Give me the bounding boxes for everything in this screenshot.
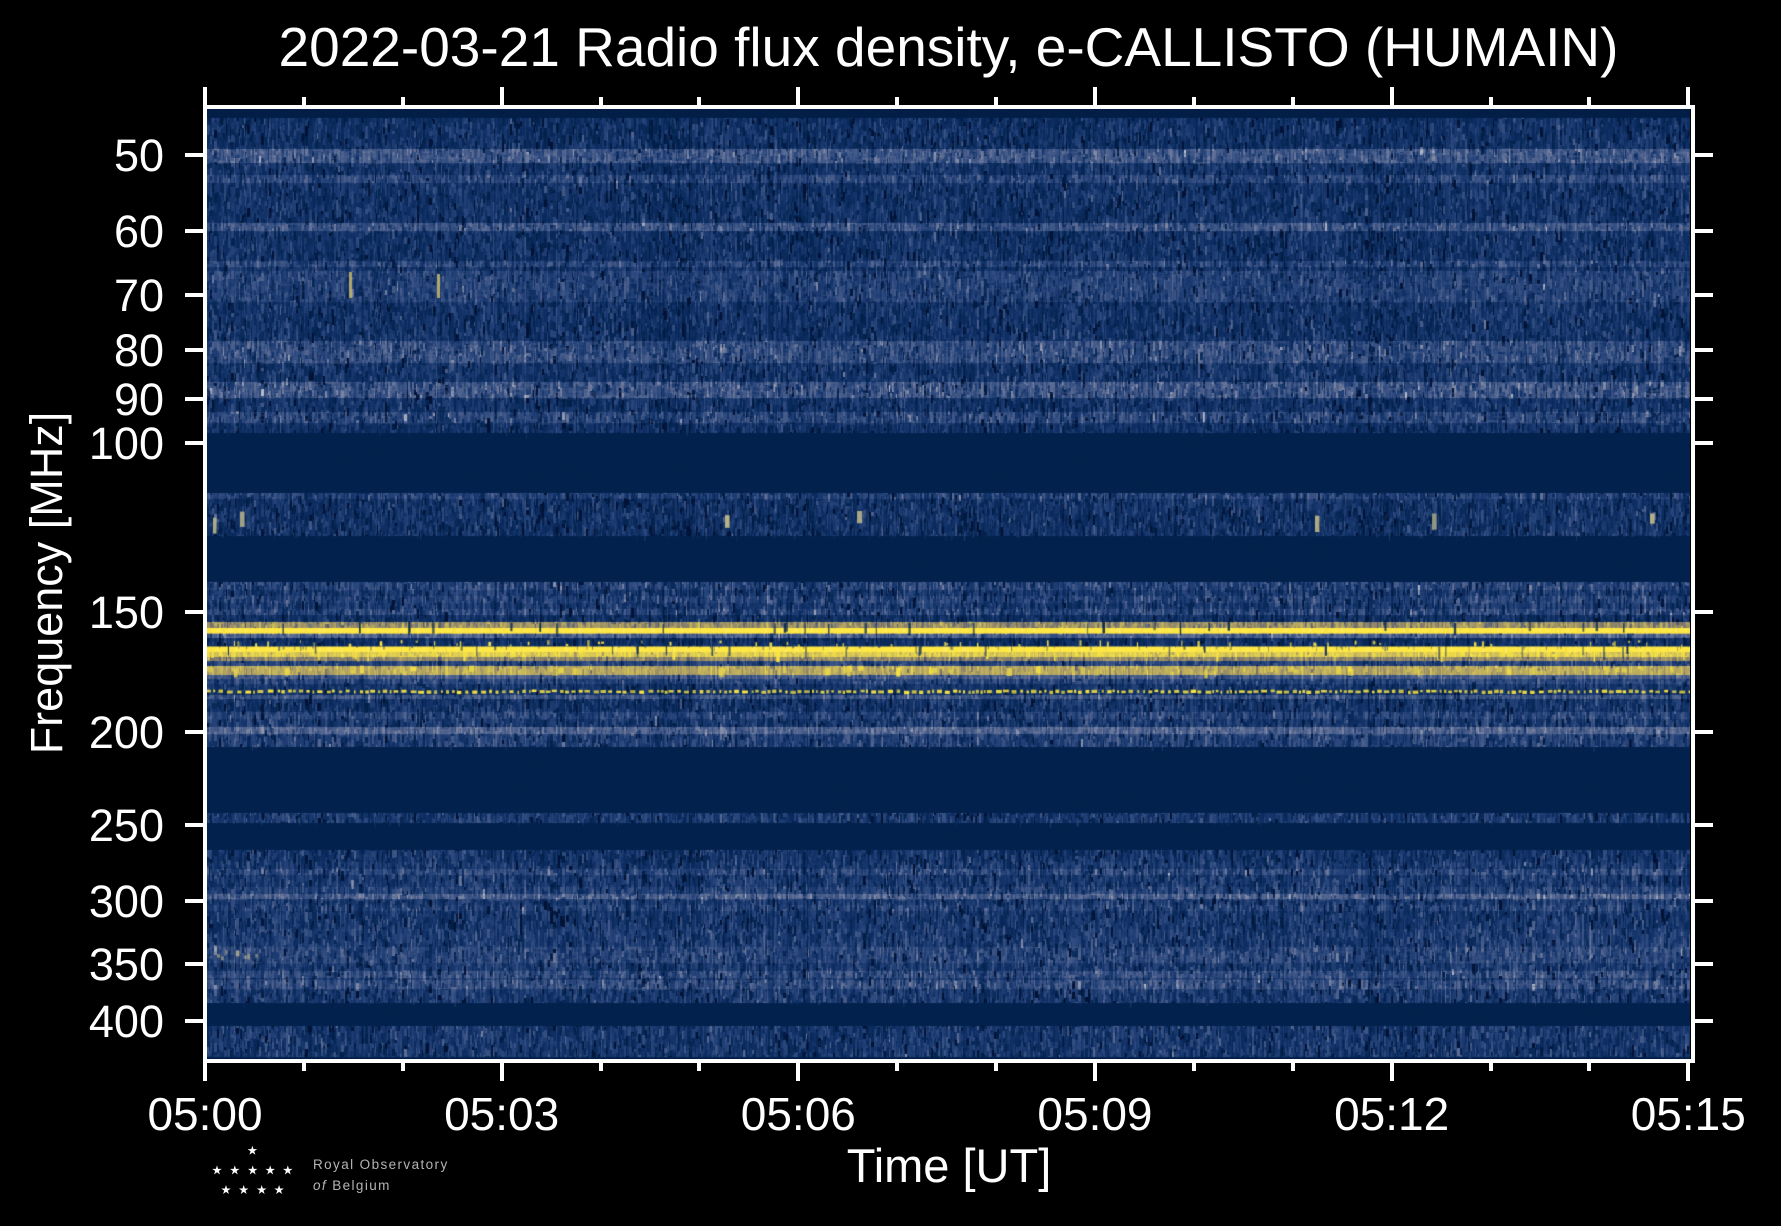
svg-text:Royal Observatory: Royal Observatory: [313, 1157, 449, 1172]
svg-text:of Belgium: of Belgium: [313, 1178, 391, 1193]
